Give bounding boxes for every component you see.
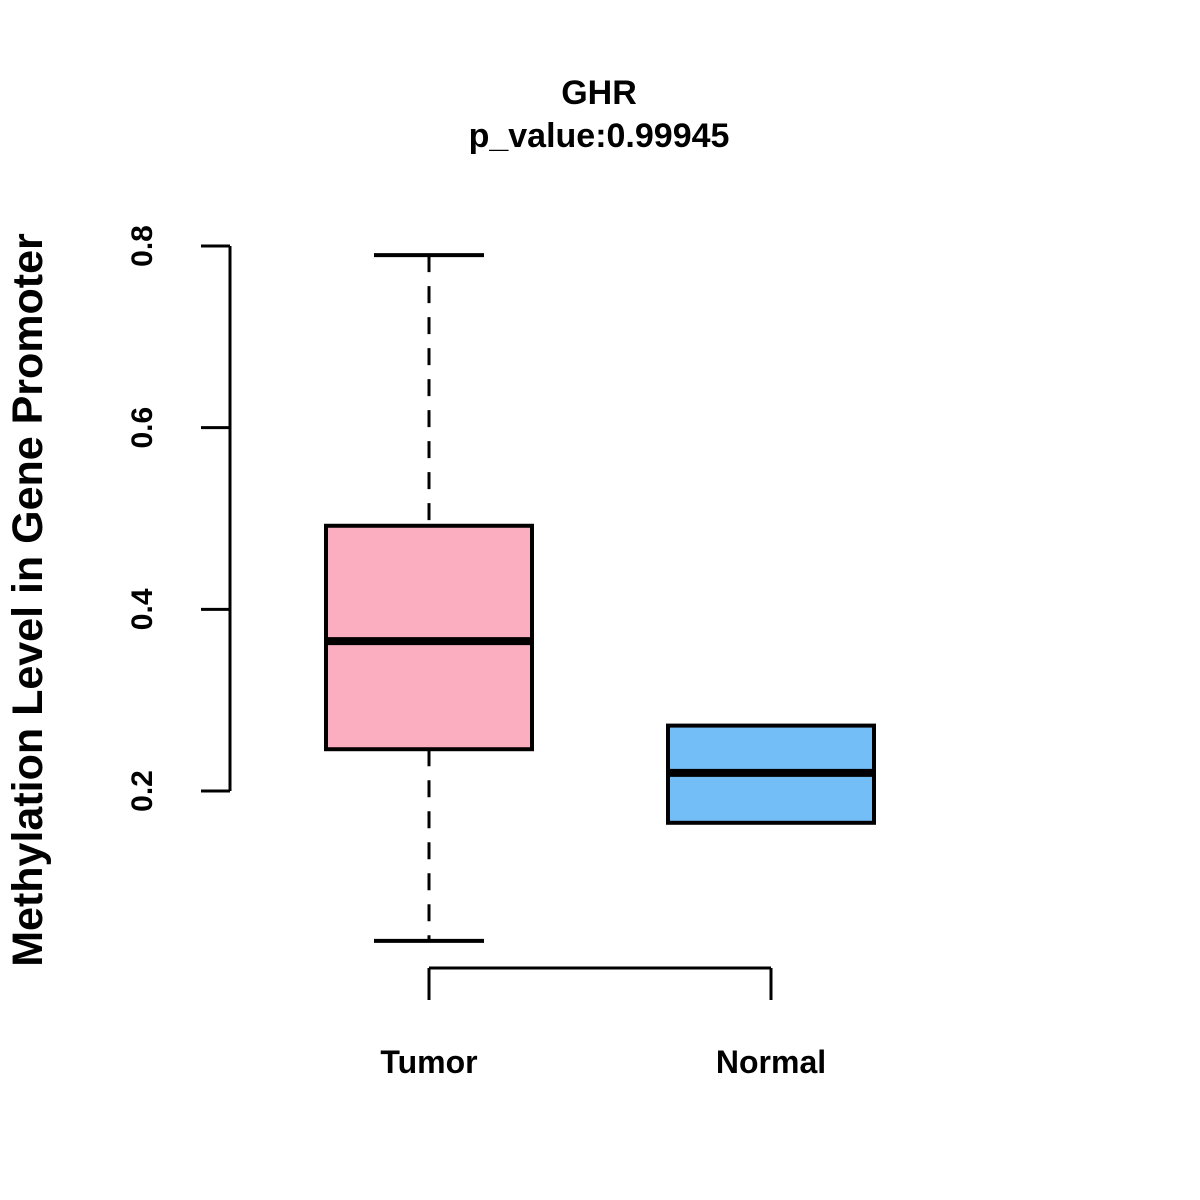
- x-group-label: Normal: [716, 1044, 826, 1080]
- x-axis: Tumor Normal: [380, 966, 826, 1080]
- y-tick-label: 0.6: [126, 407, 159, 449]
- chart-title: GHR: [561, 74, 637, 112]
- x-group-label: Tumor: [380, 1044, 477, 1080]
- box-group-normal: [666, 723, 876, 825]
- box-group-tumor: [324, 253, 534, 943]
- y-tick-label: 0.4: [126, 588, 159, 630]
- boxes: [324, 253, 876, 943]
- y-tick-label: 0.8: [126, 225, 159, 267]
- y-axis-title: Methylation Level in Gene Promoter: [4, 233, 52, 967]
- y-axis: 0.2 0.4 0.6 0.8: [126, 225, 232, 812]
- y-tick-label: 0.2: [126, 770, 159, 812]
- chart-subtitle: p_value:0.99945: [469, 117, 730, 155]
